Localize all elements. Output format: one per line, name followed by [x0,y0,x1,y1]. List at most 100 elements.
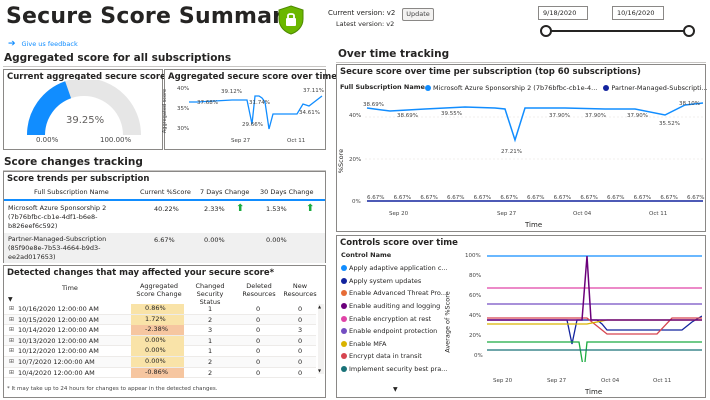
overtime-ytick: 0% [352,199,361,205]
agg-label-6: 34.61% [299,110,320,116]
legend-item[interactable]: Apply system updates [341,275,448,288]
controls-ytick: 80% [469,273,482,279]
row-deleted: 0 [256,347,261,356]
end-date-input[interactable]: 10/16/2020 [612,6,664,20]
legend-scroll-down-icon[interactable]: ▼ [393,386,398,393]
row-agg: 0.00% [131,335,184,346]
expand-icon[interactable]: ⊞ [9,368,15,376]
table-row[interactable]: ⊞ 10/15/2020 12:00:00 AM 1.72% 2 0 0 [4,314,316,326]
row-status: 1 [208,305,213,313]
legend-item[interactable]: Implement security best pra... [341,363,448,376]
row-new: 0 [298,315,303,324]
agg-xtick-1: Sep 27 [231,138,251,144]
row-status: 2 [208,368,213,377]
expand-icon[interactable]: ⊞ [9,336,15,344]
sort-down-icon[interactable]: ▼ [8,296,13,303]
footnote: * It may take up to 24 hours for changes… [7,386,218,392]
row-status: 2 [208,315,213,324]
scrollbar-track[interactable]: ▲ ▼ [318,304,324,374]
overtime-xtick: Sep 27 [497,211,517,217]
gauge-value: 39.25% [66,115,105,126]
overtime-label: 37.90% [585,113,606,119]
row-time: 10/14/2020 12:00:00 AM [18,326,99,335]
overtime-bottom-label: 6.67% [607,195,625,201]
row-deleted: 0 [256,305,261,313]
section-divider-3 [336,62,706,63]
row-deleted: 0 [256,336,261,345]
overtime-xtick: Oct 04 [573,211,592,217]
row-time: 10/12/2020 12:00:00 AM [18,347,99,356]
over-time-title: Over time tracking [338,48,450,60]
row-agg: -0.86% [131,367,184,378]
arrow-right-icon: ➔ [8,39,16,49]
table-row[interactable]: Partner-Managed-Subscription (85f90e8e-7… [4,233,325,263]
legend-dot [341,315,347,322]
table-row[interactable]: ⊞ 10/12/2020 12:00:00 AM 0.00% 1 0 0 [4,346,316,357]
controls-ytick: 40% [469,313,482,319]
legend-item[interactable]: Enable endpoint protection [341,325,448,338]
agg-ylabel: Aggregated score [162,88,169,134]
controls-xlabel: Time [585,388,603,396]
expand-icon[interactable]: ⊞ [9,305,15,312]
legend-item[interactable]: Partner-Managed-Subscripti... [603,82,708,95]
row-deleted: 0 [256,357,261,366]
table-row[interactable]: Microsoft Azure Sponsorship 2 (7b76bfbc-… [8,203,315,230]
controls-ytick: 20% [469,333,482,339]
overtime-label: 35.52% [659,121,680,127]
table-row[interactable]: ⊞ 10/4/2020 12:00:00 AM -0.86% 2 0 0 [4,367,316,379]
row-new: 3 [298,326,303,335]
legend-item[interactable]: Microsoft Azure Sponsorship 2 (7b76bfbc-… [425,82,597,95]
agg-label-2: 39.12% [221,89,242,95]
update-button[interactable]: Update [402,8,434,21]
controls-chart [487,255,702,362]
controls-ytick: 0% [474,353,483,359]
slider-handle-end[interactable] [683,25,695,37]
agg-label-4: 29.66% [242,122,263,128]
row-time: 10/7/2020 12:00:00 AM [18,357,95,366]
feedback-link[interactable]: ➔ Give us feedback [8,39,78,49]
table-row[interactable]: ⊞ 10/7/2020 12:00:00 AM 0.00% 2 0 0 [4,356,316,368]
table-row[interactable]: ⊞ 10/14/2020 12:00:00 AM -2.38% 3 0 3 [4,325,316,336]
overtime-label: 37.90% [549,113,570,119]
date-range-slider[interactable] [540,24,696,38]
expand-icon[interactable]: ⊞ [9,326,15,334]
expand-icon[interactable]: ⊞ [9,347,15,355]
legend-item[interactable]: Apply adaptive application c... [341,262,448,275]
table-row[interactable]: ⊞ 10/16/2020 12:00:00 AM 0.86% 1 0 0 [4,304,316,315]
start-date-input[interactable]: 9/18/2020 [538,6,588,20]
col-status-header: Changed Security Status [195,282,225,306]
controls-xtick: Oct 11 [653,378,672,384]
legend-item[interactable]: Enable Advanced Threat Pro... [341,287,448,300]
controls-ylabel: Average of %Score [443,291,452,353]
col-new-header: New Resources [283,282,317,298]
slider-handle-start[interactable] [540,25,552,37]
agg-xtick-2: Oct 11 [287,138,306,144]
controls-xtick: Sep 27 [547,378,567,384]
legend-item[interactable]: Enable MFA [341,338,448,351]
overtime-ylabel: %Score [337,148,346,174]
legend-dot [341,277,347,284]
overtime-ytick: 20% [349,157,362,163]
overtime-bottom-label: 6.67% [660,195,678,201]
row-new: 0 [298,357,303,366]
legend-item[interactable]: Enable auditing and logging [341,300,448,313]
current-version-text: Current version: v2 [328,9,396,17]
score-gauge [27,80,141,136]
overtime-xtick: Sep 20 [389,211,409,217]
score-changes-title: Score changes tracking [4,156,143,168]
row-time: 10/16/2020 12:00:00 AM [18,305,99,313]
subscription-overtime-card: Secure score over time per subscription … [336,64,708,232]
controls-score-card: Controls score over time Control Name Ap… [336,235,706,398]
legend-dot [341,290,347,297]
section-divider-2 [3,170,326,171]
shield-icon [277,5,305,35]
legend: Microsoft Azure Sponsorship 2 (7b76bfbc-… [425,82,708,95]
table-row[interactable]: ⊞ 10/13/2020 12:00:00 AM 0.00% 1 0 0 [4,335,316,347]
gauge-max: 100.00% [100,136,132,144]
detected-changes-card: Detected changes that may affected your … [3,265,326,398]
legend-item[interactable]: Enable encryption at rest [341,312,448,325]
expand-icon[interactable]: ⊞ [9,315,15,323]
expand-icon[interactable]: ⊞ [9,357,15,365]
legend-dot [341,340,347,347]
legend-item[interactable]: Encrypt data in transit [341,350,448,363]
